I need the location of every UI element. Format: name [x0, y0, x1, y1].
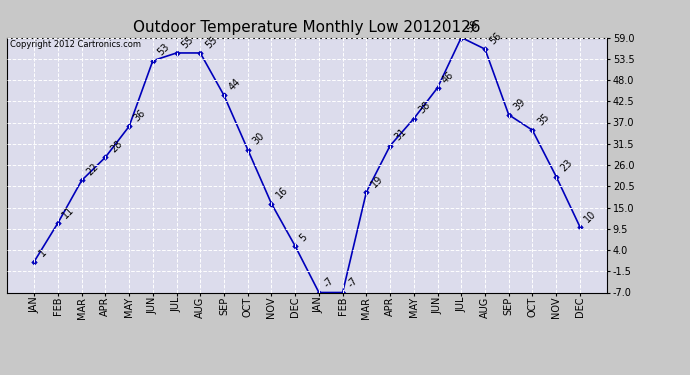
Text: 10: 10: [582, 208, 598, 224]
Text: 31: 31: [393, 127, 408, 143]
Text: 28: 28: [108, 139, 124, 154]
Text: 23: 23: [559, 158, 575, 174]
Text: 36: 36: [132, 108, 148, 124]
Text: 30: 30: [250, 131, 266, 147]
Text: -7: -7: [322, 276, 335, 290]
Text: 46: 46: [440, 69, 456, 85]
Text: 5: 5: [298, 232, 309, 243]
Text: 38: 38: [417, 100, 433, 116]
Text: 44: 44: [227, 77, 242, 93]
Text: 55: 55: [203, 34, 219, 50]
Text: 35: 35: [535, 112, 551, 128]
Text: 22: 22: [84, 162, 100, 178]
Text: -7: -7: [346, 276, 359, 290]
Text: 11: 11: [61, 204, 77, 220]
Text: 55: 55: [179, 34, 195, 50]
Title: Outdoor Temperature Monthly Low 20120126: Outdoor Temperature Monthly Low 20120126: [133, 20, 481, 35]
Text: 19: 19: [369, 174, 385, 189]
Text: 39: 39: [511, 96, 527, 112]
Text: 1: 1: [37, 248, 48, 259]
Text: 56: 56: [488, 30, 504, 46]
Text: 16: 16: [274, 185, 290, 201]
Text: Copyright 2012 Cartronics.com: Copyright 2012 Cartronics.com: [10, 40, 141, 49]
Text: 53: 53: [156, 42, 171, 58]
Text: 59: 59: [464, 19, 480, 35]
